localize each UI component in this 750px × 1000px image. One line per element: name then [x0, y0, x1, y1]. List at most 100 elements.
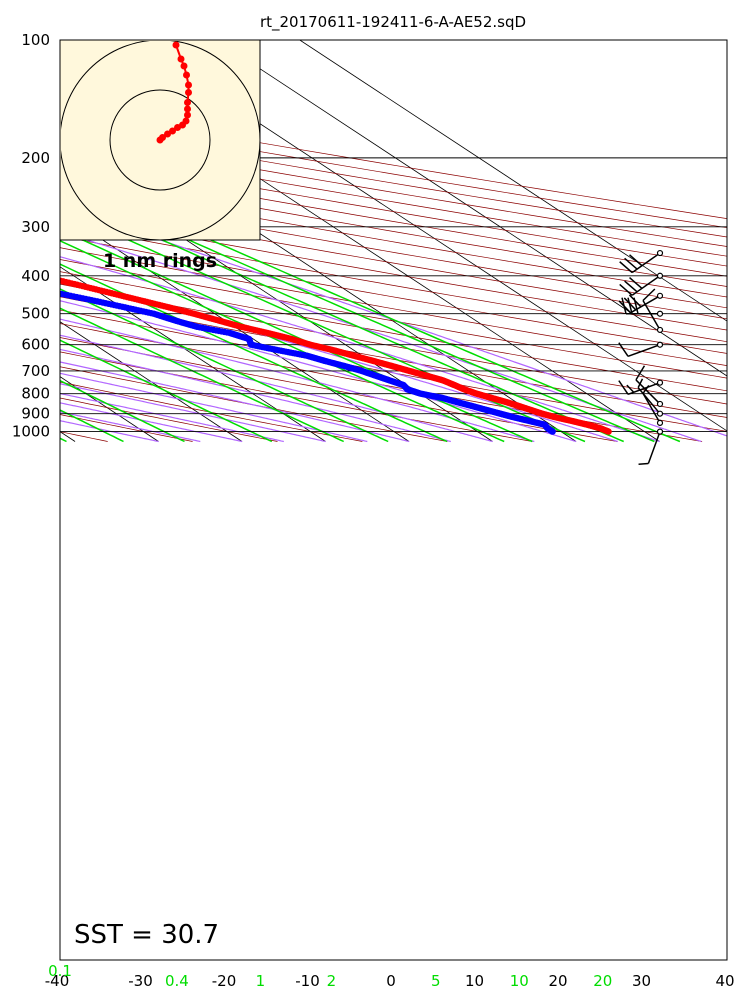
hodograph-track [156, 41, 192, 144]
wind-barb-station [656, 400, 664, 408]
wind-barb-flag [626, 384, 635, 393]
chart-title: rt_20170611-192411-6-A-AE52.sqD [260, 13, 526, 32]
mixing-ratio-label: 2 [327, 972, 337, 990]
isotherm [60, 156, 493, 442]
wind-barb [618, 341, 664, 358]
wind-barbs [618, 249, 664, 465]
wind-barb-flag [624, 257, 638, 270]
wind-barb-flag [619, 283, 633, 296]
pressure-tick-label: 700 [21, 362, 50, 380]
isotherm [216, 40, 727, 377]
dry-adiabat [60, 134, 727, 247]
wind-barb [621, 297, 664, 317]
wind-barb-station [656, 410, 664, 417]
pressure-tick-label: 400 [21, 267, 50, 285]
wind-barb-staff [642, 300, 661, 331]
mixing-ratio-label: 10 [510, 972, 529, 990]
temperature-tick-label: 0 [386, 972, 396, 990]
sst-label: SST = 30.7 [74, 920, 219, 950]
wind-barb-staff [642, 393, 661, 424]
temperature-tick-label: -20 [212, 972, 237, 990]
wind-barb-flag [629, 254, 643, 267]
wind-barb-station [656, 272, 664, 279]
hodograph-point [184, 105, 191, 113]
temperature-point [60, 277, 64, 284]
wind-barb-staff [635, 379, 661, 405]
pressure-tick-label: 900 [21, 405, 50, 423]
dry-adiabat [60, 107, 727, 219]
wind-barb [619, 249, 664, 274]
hodograph-point [169, 127, 176, 135]
wind-barb-station [656, 428, 664, 435]
mixing-ratio-line [60, 172, 681, 443]
wind-barb-station [656, 249, 664, 257]
hodograph-point [183, 71, 190, 79]
mixing-ratio-label: 1 [256, 972, 266, 990]
hodograph-point [185, 81, 192, 89]
temperature-tick-label: -40 [45, 972, 70, 990]
hodograph-point [182, 117, 190, 125]
wind-barb [642, 288, 664, 334]
wind-barb-flag [642, 288, 656, 302]
dry-adiabat [60, 116, 727, 229]
isotherm [60, 211, 410, 442]
inset-rings [61, 41, 260, 240]
hodograph-point [180, 62, 188, 70]
temperature-tick-label: 10 [465, 972, 484, 990]
pressure-tick-label: 800 [21, 385, 50, 403]
inset-label: 1 nm rings [103, 250, 217, 272]
wind-barb [618, 379, 664, 396]
wind-barb-flag [618, 342, 629, 357]
isotherm [60, 266, 326, 442]
wind-barb-staff [627, 344, 661, 358]
dry-adiabat [60, 125, 727, 238]
hodograph-point [185, 89, 192, 96]
dry-adiabat [60, 247, 727, 366]
hodograph-point [159, 134, 166, 141]
wind-barb-flag [618, 300, 632, 314]
mixing-ratio-label: 5 [431, 972, 441, 990]
mixing-ratio-line [60, 208, 586, 443]
mixing-ratio-line [60, 239, 505, 443]
wind-barb [619, 272, 664, 296]
wind-barb-staff [637, 387, 661, 415]
range-ring [109, 89, 211, 191]
wind-barb-flag [638, 462, 649, 465]
mixing-ratio-label: 0.1 [48, 962, 72, 980]
dry-adiabat [60, 143, 727, 257]
mixing-ratio-line [60, 409, 124, 443]
temperature-tick-labels: -40 -30 -20 -10 0 10 20 30 40 [45, 972, 735, 990]
mixing-ratio-line [60, 288, 389, 443]
mixing-ratio-line [60, 307, 345, 443]
mixing-ratio-line [60, 379, 185, 443]
temperature-tick-label: 30 [632, 972, 651, 990]
wind-barb-flag [618, 380, 629, 395]
mixing-ratio-label: 0.4 [165, 972, 189, 990]
dry-adiabat [60, 259, 727, 379]
hodograph-point [184, 99, 191, 106]
wind-barb-flag [635, 365, 646, 381]
wind-barb-flag [623, 297, 637, 311]
dry-adiabat [60, 224, 727, 343]
wind-barb-station [656, 310, 664, 317]
pressure-tick-label: 300 [21, 218, 50, 236]
temperature-tick-label: -30 [128, 972, 153, 990]
wind-barb-flag [628, 294, 642, 308]
hodograph-point [172, 41, 180, 49]
wind-barb-station [656, 341, 664, 348]
mixing-ratio-labels: 0.1 0.4 1 2 5 10 20 [48, 962, 612, 990]
temperature-tick-label: 20 [548, 972, 567, 990]
moist-adiabat [60, 411, 201, 443]
wind-barb-station [656, 292, 664, 299]
mixing-ratio-line [60, 339, 273, 443]
sounding-profiles [60, 277, 612, 435]
dry-adiabat [60, 271, 727, 392]
isotherm [60, 321, 243, 442]
dewpoint-profile [60, 290, 556, 435]
temperature-tick-label: -10 [295, 972, 320, 990]
mixing-ratio-line [60, 181, 655, 443]
wind-barb-flag [619, 261, 633, 274]
wind-barb [618, 292, 664, 314]
temperature-profile [60, 277, 612, 435]
